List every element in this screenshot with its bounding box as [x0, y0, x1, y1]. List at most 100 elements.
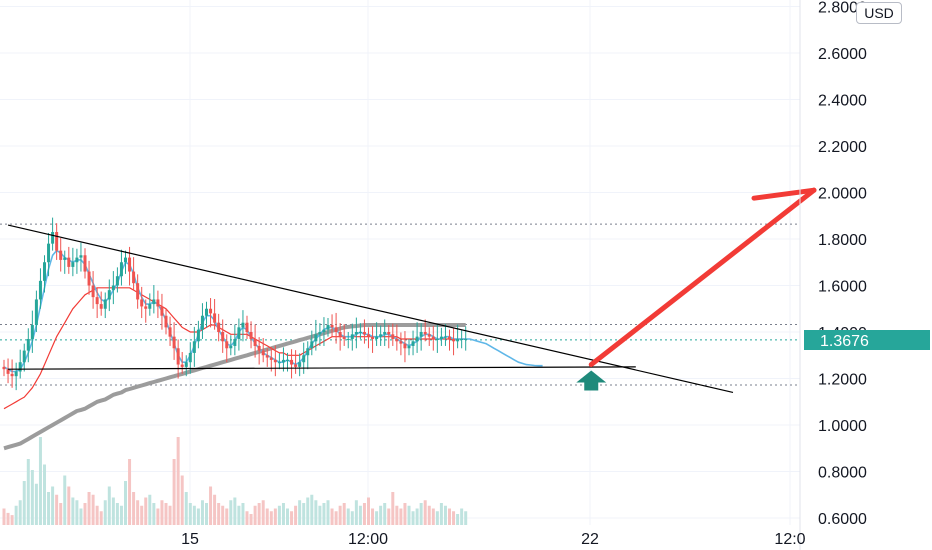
volume-bar — [221, 505, 225, 525]
volume-bar — [184, 492, 188, 525]
volume-bar — [168, 505, 172, 525]
descending-resistance-trendline — [7, 224, 734, 394]
volume-bar — [136, 500, 140, 525]
volume-bar — [6, 512, 10, 525]
volume-bar — [358, 505, 362, 525]
candle-body — [277, 362, 281, 364]
last-price-badge: 1.3676 — [804, 330, 930, 350]
volume-bar — [172, 459, 176, 525]
volume-bar — [229, 500, 233, 525]
volume-bar — [395, 505, 399, 525]
volume-bar — [435, 511, 439, 525]
candle-body — [371, 336, 375, 339]
candle-body — [245, 322, 249, 332]
horizontal-support-trendline — [8, 366, 636, 370]
volume-bar — [180, 475, 184, 525]
volume-bar — [460, 508, 464, 525]
volume-bar — [286, 508, 289, 525]
candle-body — [124, 257, 127, 263]
volume-bar — [342, 503, 346, 525]
candle-body — [200, 315, 204, 330]
candle-body — [431, 336, 435, 339]
volume-bar — [2, 508, 6, 525]
candle-body — [91, 285, 95, 298]
candle-body — [30, 325, 34, 339]
volume-bar — [176, 437, 180, 525]
candle-body — [326, 325, 330, 330]
volume-bar — [233, 497, 237, 525]
volume-bar — [107, 486, 111, 525]
volume-bar — [10, 515, 14, 525]
volume-bar — [281, 503, 285, 525]
price-axis[interactable]: 2.8000 2.6000 2.4000 2.2000 2.0000 1.8000 1.60… — [818, 0, 867, 528]
candle-body — [273, 359, 277, 363]
y-tick-label: 0.8000 — [818, 465, 867, 482]
candle-body — [427, 334, 431, 337]
candle-body — [180, 364, 184, 367]
volume-bar — [47, 492, 51, 525]
volume-bar — [249, 514, 253, 525]
projection-arrow-head — [751, 187, 817, 201]
candle-body — [399, 341, 403, 344]
volume-bar — [63, 475, 67, 525]
candle-body — [330, 325, 334, 328]
moving-averages — [3, 249, 543, 451]
volume-bar — [265, 508, 269, 525]
candle-body — [18, 362, 22, 372]
candle-body — [172, 336, 176, 349]
volume-bar — [452, 511, 456, 525]
volume-bar — [403, 503, 407, 525]
candle-body — [95, 297, 99, 305]
candle-body — [460, 338, 464, 340]
candle-body — [119, 262, 123, 277]
volume-bar — [346, 508, 350, 525]
volume-bar — [379, 505, 383, 525]
volume-bar — [427, 505, 431, 525]
y-tick-label: 2.2000 — [818, 139, 867, 156]
reference-levels — [0, 223, 800, 386]
candle-body — [152, 299, 156, 305]
currency-badge[interactable]: USD — [856, 2, 902, 24]
volume-bar — [464, 511, 468, 525]
candle-body — [87, 271, 91, 286]
volume-bar — [87, 492, 91, 525]
projection-arrow-shaft — [588, 187, 817, 368]
candle-body — [443, 336, 447, 338]
volume-bar — [111, 497, 115, 525]
candle-body — [2, 366, 6, 370]
candle-body — [83, 255, 87, 272]
candle-body — [261, 350, 265, 356]
volume-bar — [156, 508, 160, 525]
candle-body — [419, 332, 423, 337]
last-price-value: 1.3676 — [820, 333, 869, 350]
candle-body — [184, 362, 188, 367]
y-tick-label: 0.6000 — [818, 511, 867, 528]
volume-bar — [290, 511, 294, 525]
candle-body — [395, 338, 399, 342]
volume-bar — [38, 437, 42, 525]
volume-bar — [314, 500, 318, 525]
volume-bar — [34, 483, 38, 525]
y-tick-label: 1.6000 — [818, 279, 867, 296]
volume-bar — [338, 505, 342, 525]
volume-bar — [132, 492, 136, 525]
candle-body — [59, 250, 63, 260]
candle-body — [290, 359, 294, 365]
y-tick-label: 1.2000 — [818, 372, 867, 389]
candle-body — [144, 306, 148, 309]
candle-body — [10, 373, 14, 377]
volume-bar — [55, 494, 59, 525]
volume-bar — [18, 500, 22, 525]
y-tick-label: 2.0000 — [818, 186, 867, 203]
volume-bar — [318, 505, 322, 525]
candle-body — [452, 338, 456, 342]
candle-body — [375, 336, 379, 339]
candle-body — [435, 338, 439, 340]
volume-bar — [326, 500, 330, 525]
volume-bar — [273, 508, 277, 525]
time-axis[interactable]: 15 12:00 22 12:0 — [181, 531, 806, 548]
candle-body — [314, 334, 318, 342]
volume-bar — [350, 511, 354, 525]
volume-bar — [362, 503, 366, 525]
